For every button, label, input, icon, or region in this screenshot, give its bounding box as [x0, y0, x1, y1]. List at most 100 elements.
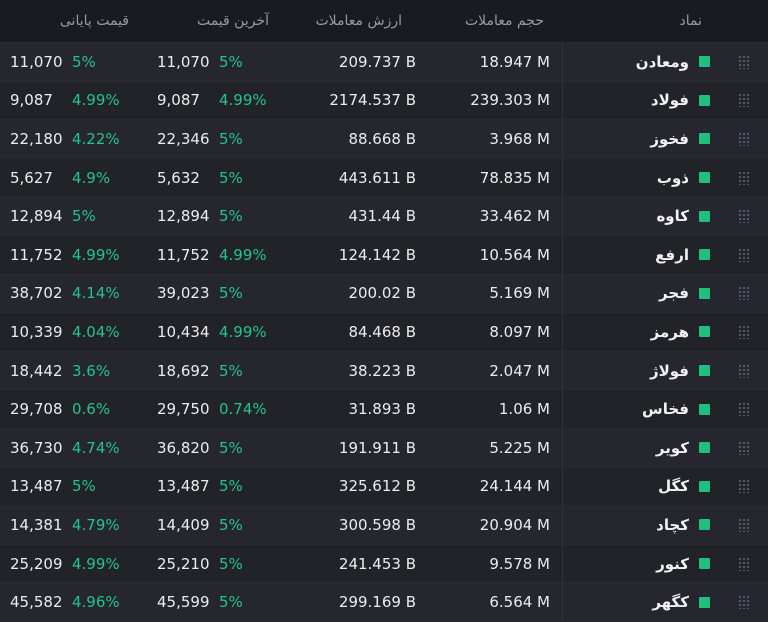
market-table: قیمت پایانی آخرین قیمت ارزش معاملات حجم …	[0, 13, 768, 621]
symbol-name[interactable]: کویر	[655, 438, 689, 457]
final-price-change: 0.6%	[72, 400, 111, 419]
symbol-name[interactable]: کچاد	[656, 515, 689, 534]
trade-value-cell: 200.02 B	[297, 275, 422, 313]
trade-value: 2174.537 B	[329, 91, 416, 110]
trade-value-cell: 209.737 B	[297, 43, 422, 81]
status-square-icon	[699, 133, 710, 145]
symbol-name[interactable]: کگهر	[652, 593, 689, 612]
symbol-name[interactable]: کگل	[658, 477, 689, 496]
symbol-cell[interactable]: کاوه	[562, 197, 720, 235]
table-row[interactable]: 22,180 4.22% 22,346 5% 88.668 B 3.968 M …	[0, 120, 768, 159]
symbol-name[interactable]: ومعادن	[635, 52, 689, 71]
symbol-name[interactable]: فجر	[659, 284, 689, 303]
table-row[interactable]: 11,070 5% 11,070 5% 209.737 B 18.947 M و…	[0, 43, 768, 82]
last-price: 11,752	[157, 245, 210, 264]
trade-volume: 239.303 M	[470, 91, 550, 110]
table-row[interactable]: 25,209 4.99% 25,210 5% 241.453 B 9.578 M…	[0, 544, 768, 584]
symbol-name[interactable]: کنور	[656, 554, 689, 573]
drag-handle[interactable]	[720, 313, 768, 351]
trade-value-cell: 325.612 B	[297, 468, 422, 506]
drag-handle[interactable]	[720, 545, 768, 583]
table-row[interactable]: 12,894 5% 12,894 5% 431.44 B 33.462 M کا…	[0, 197, 768, 236]
drag-handle[interactable]	[720, 583, 768, 621]
table-row[interactable]: 45,582 4.96% 45,599 5% 299.169 B 6.564 M…	[0, 583, 768, 622]
trade-volume: 33.462 M	[479, 207, 550, 226]
symbol-name[interactable]: هرمز	[650, 322, 689, 341]
drag-handle[interactable]	[720, 120, 768, 158]
drag-handle[interactable]	[720, 82, 768, 120]
symbol-cell[interactable]: کویر	[562, 428, 720, 467]
trade-volume: 8.097 M	[489, 322, 550, 341]
status-square-icon	[699, 94, 710, 106]
drag-handle[interactable]	[720, 197, 768, 235]
symbol-cell[interactable]: فخوز	[562, 120, 720, 158]
final-price: 22,180	[10, 129, 63, 148]
symbol-name[interactable]: فولاد	[650, 91, 689, 110]
symbol-cell[interactable]: ارفع	[562, 235, 720, 274]
header-trade-volume[interactable]: حجم معاملات	[464, 13, 544, 29]
final-price: 25,209	[10, 554, 63, 573]
drag-handle[interactable]	[720, 506, 768, 544]
final-price: 12,894	[10, 207, 63, 226]
last-price: 5,632	[157, 168, 200, 187]
table-row[interactable]: 18,442 3.6% 18,692 5% 38.223 B 2.047 M ف…	[0, 351, 768, 391]
trade-volume-cell: 8.097 M	[422, 313, 562, 351]
table-row[interactable]: 9,087 4.99% 9,087 4.99% 2174.537 B 239.3…	[0, 81, 768, 121]
symbol-cell[interactable]: فولاد	[562, 81, 720, 120]
symbol-cell[interactable]: کگل	[562, 467, 720, 506]
trade-value-cell: 38.223 B	[297, 352, 422, 390]
final-price-cell: 11,070 5%	[0, 43, 147, 81]
last-price-change: 5%	[219, 207, 243, 226]
table-row[interactable]: 36,730 4.74% 36,820 5% 191.911 B 5.225 M…	[0, 428, 768, 468]
table-row[interactable]: 5,627 4.9% 5,632 5% 443.611 B 78.835 M ذ…	[0, 158, 768, 198]
symbol-name[interactable]: ذوب	[656, 168, 689, 187]
symbol-cell[interactable]: فولاژ	[562, 351, 720, 390]
table-row[interactable]: 11,752 4.99% 11,752 4.99% 124.142 B 10.5…	[0, 235, 768, 275]
drag-handle[interactable]	[720, 43, 768, 81]
header-trade-value[interactable]: ارزش معاملات	[315, 13, 402, 29]
symbol-name[interactable]: فولاژ	[649, 361, 689, 380]
drag-handle[interactable]	[720, 390, 768, 428]
symbol-name[interactable]: کاوه	[656, 207, 689, 226]
header-final-price[interactable]: قیمت پایانی	[59, 13, 129, 29]
symbol-cell[interactable]: فخاس	[562, 390, 720, 428]
final-price-change: 3.6%	[72, 361, 111, 380]
last-price: 18,692	[157, 361, 210, 380]
table-row[interactable]: 10,339 4.04% 10,434 4.99% 84.468 B 8.097…	[0, 313, 768, 352]
final-price-cell: 38,702 4.14%	[0, 275, 147, 313]
symbol-name[interactable]: فخاس	[642, 400, 689, 419]
table-row[interactable]: 14,381 4.79% 14,409 5% 300.598 B 20.904 …	[0, 506, 768, 545]
drag-handle[interactable]	[720, 275, 768, 313]
symbol-cell[interactable]: کچاد	[562, 506, 720, 544]
final-price-change: 4.96%	[72, 593, 120, 612]
drag-handle[interactable]	[720, 352, 768, 390]
last-price-cell: 11,070 5%	[147, 43, 297, 81]
table-row[interactable]: 38,702 4.14% 39,023 5% 200.02 B 5.169 M …	[0, 274, 768, 314]
symbol-cell[interactable]: ومعادن	[562, 43, 720, 81]
trade-volume-cell: 18.947 M	[422, 43, 562, 81]
symbol-cell[interactable]: کنور	[562, 544, 720, 583]
last-price-cell: 9,087 4.99%	[147, 82, 297, 120]
table-row[interactable]: 29,708 0.6% 29,750 0.74% 31.893 B 1.06 M…	[0, 390, 768, 429]
table-row[interactable]: 13,487 5% 13,487 5% 325.612 B 24.144 M ک…	[0, 467, 768, 507]
trade-volume: 24.144 M	[479, 477, 550, 496]
trade-value: 38.223 B	[348, 361, 416, 380]
drag-handle[interactable]	[720, 236, 768, 274]
symbol-name[interactable]: ارفع	[655, 245, 689, 264]
final-price-cell: 29,708 0.6%	[0, 390, 147, 428]
header-symbol[interactable]: نماد	[679, 13, 703, 29]
last-price-cell: 45,599 5%	[147, 583, 297, 621]
drag-handle[interactable]	[720, 159, 768, 197]
drag-handle[interactable]	[720, 429, 768, 467]
final-price: 5,627	[10, 168, 53, 187]
symbol-cell[interactable]: فجر	[562, 274, 720, 313]
symbol-cell[interactable]: ذوب	[562, 158, 720, 197]
symbol-cell[interactable]: کگهر	[562, 583, 720, 621]
last-price-cell: 5,632 5%	[147, 159, 297, 197]
header-last-price[interactable]: آخرین قیمت	[196, 13, 269, 29]
drag-handle[interactable]	[720, 468, 768, 506]
status-square-icon	[699, 56, 710, 68]
symbol-cell[interactable]: هرمز	[562, 313, 720, 351]
symbol-name[interactable]: فخوز	[650, 129, 689, 148]
trade-value: 241.453 B	[338, 554, 416, 573]
